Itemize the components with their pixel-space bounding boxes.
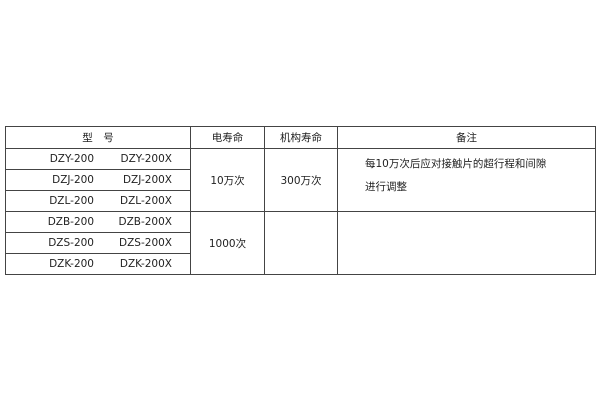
model-a: DZS-200 xyxy=(48,237,94,249)
model-b: DZY-200X xyxy=(120,153,172,165)
table-row: DZB-200 DZB-200X 1000次 xyxy=(5,211,596,275)
remark-cell xyxy=(337,211,596,275)
model-b: DZL-200X xyxy=(120,195,172,207)
model-cell: DZL-200 DZL-200X xyxy=(5,190,191,212)
header-mechanical-life: 机构寿命 xyxy=(264,126,338,149)
remark-line: 每10万次后应对接触片的超行程和间隙 xyxy=(365,158,547,170)
model-a: DZB-200 xyxy=(47,216,94,228)
model-cell: DZS-200 DZS-200X xyxy=(5,232,191,254)
header-model: 型 号 xyxy=(5,126,191,149)
model-cell: DZY-200 DZY-200X xyxy=(5,148,191,170)
mechanical-life-cell: 300万次 xyxy=(264,148,338,212)
table-row: DZK-200 DZK-200X xyxy=(5,253,596,275)
mechanical-life-cell xyxy=(264,211,338,275)
remark-line: 进行调整 xyxy=(365,181,407,193)
model-a: DZL-200 xyxy=(49,195,94,207)
electrical-life-cell: 1000次 xyxy=(190,211,265,275)
electrical-life-cell: 10万次 xyxy=(190,148,265,212)
table-row: DZL-200 DZL-200X xyxy=(5,190,596,212)
model-b: DZS-200X xyxy=(119,237,172,249)
model-a: DZJ-200 xyxy=(52,174,94,186)
remark-cell: 每10万次后应对接触片的超行程和间隙 进行调整 xyxy=(337,148,596,212)
specs-table: 型 号 电寿命 机构寿命 备注 DZY-200 DZY-200X 10万次 300… xyxy=(5,126,596,275)
header-row: 型 号 电寿命 机构寿命 备注 xyxy=(5,126,596,149)
header-electrical-life: 电寿命 xyxy=(190,126,265,149)
table-row: DZY-200 DZY-200X 10万次 300万次 每10万次后应对接触片的超… xyxy=(5,148,596,212)
model-cell: DZB-200 DZB-200X xyxy=(5,211,191,233)
model-cell: DZK-200 DZK-200X xyxy=(5,253,191,275)
model-b: DZK-200X xyxy=(119,258,172,270)
header-remark: 备注 xyxy=(337,126,596,149)
model-cell: DZJ-200 DZJ-200X xyxy=(5,169,191,191)
model-a: DZY-200 xyxy=(49,153,94,165)
model-b: DZJ-200X xyxy=(122,174,172,186)
model-b: DZB-200X xyxy=(118,216,172,228)
model-a: DZK-200 xyxy=(49,258,94,270)
